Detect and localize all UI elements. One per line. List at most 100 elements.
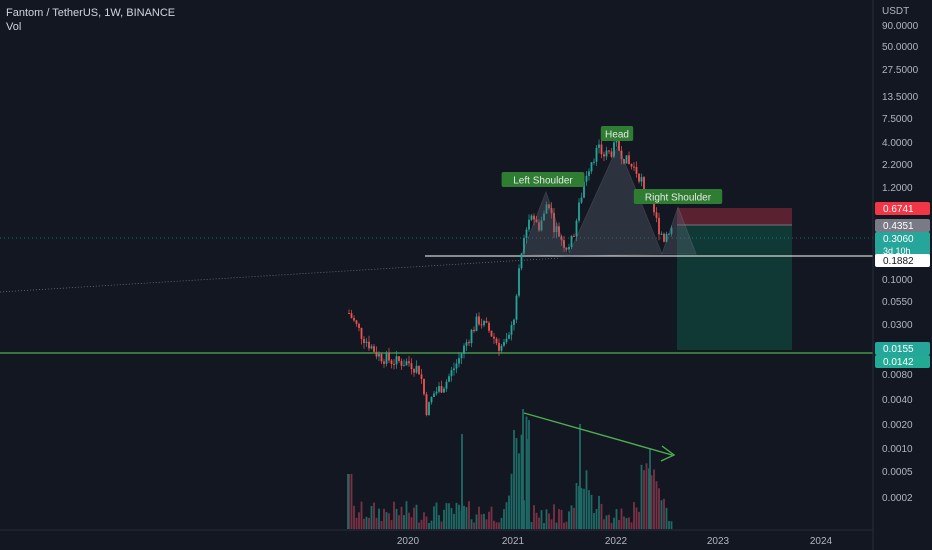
candle-body xyxy=(643,177,645,192)
candle-body xyxy=(553,213,555,233)
candle-body xyxy=(595,147,598,162)
volume-bar xyxy=(570,505,573,529)
candle-body xyxy=(623,159,625,164)
volume-bar xyxy=(650,475,653,529)
price-label-neckline xyxy=(875,254,930,267)
price-label-value: 0.3060 xyxy=(883,234,914,245)
volume-bar xyxy=(495,522,498,529)
price-label-entry xyxy=(875,219,930,232)
candle-body xyxy=(395,356,398,365)
y-tick-label: 0.0550 xyxy=(882,297,913,308)
volume-bar xyxy=(440,521,443,529)
price-label-countdown: 3d 10h xyxy=(883,246,911,256)
volume-bar xyxy=(583,488,585,529)
volume-bar xyxy=(643,470,645,529)
candle-body xyxy=(358,323,360,328)
volume-bar xyxy=(498,522,500,529)
volume-bar xyxy=(470,519,473,529)
candle-body xyxy=(558,226,560,237)
volume-bar xyxy=(385,512,388,529)
candle-body xyxy=(410,363,413,370)
volume-bar xyxy=(526,439,528,529)
candle-body xyxy=(433,393,435,397)
volume-bar xyxy=(648,468,650,529)
candle-body xyxy=(508,334,510,339)
annotation-box xyxy=(633,189,723,204)
candle-body xyxy=(658,217,660,235)
x-tick-label: 2024 xyxy=(810,536,833,547)
candle-body xyxy=(615,141,618,143)
candle-body xyxy=(468,342,470,344)
candle-body xyxy=(638,173,640,182)
annotation-box xyxy=(501,172,585,187)
price-label-value: 0.0155 xyxy=(883,344,914,355)
volume-bar xyxy=(455,502,458,529)
volume-bar xyxy=(565,521,568,529)
chart-header: Fantom / TetherUS, 1W, BINANCE Vol xyxy=(6,6,175,34)
volume-bar xyxy=(390,520,393,529)
candle-body xyxy=(408,361,410,364)
y-tick-label: 0.0040 xyxy=(882,395,913,406)
candle-body xyxy=(590,162,593,172)
x-tick-label: 2020 xyxy=(397,536,420,547)
right-shoulder-shape xyxy=(661,205,697,255)
volume-bar xyxy=(513,429,515,529)
candle-body xyxy=(495,338,498,344)
volume-bar xyxy=(438,515,440,529)
volume-bar xyxy=(358,512,360,529)
volume-bar xyxy=(630,522,633,529)
volume-bar xyxy=(350,474,353,529)
volume-bar xyxy=(373,502,375,529)
volume-bar xyxy=(563,522,565,529)
y-tick-label: 7.5000 xyxy=(882,114,913,125)
candle-body xyxy=(483,320,485,326)
candle-body xyxy=(413,369,415,373)
volume-bar xyxy=(543,522,545,529)
candle-body xyxy=(598,144,600,148)
candle-body xyxy=(463,345,465,354)
candle-body xyxy=(635,166,638,174)
volume-bar xyxy=(493,520,495,529)
candle-body xyxy=(515,295,518,320)
price-label-value: 0.1882 xyxy=(883,256,914,267)
volume-bar xyxy=(445,503,448,529)
candle-body xyxy=(403,365,405,367)
candle-body xyxy=(608,150,610,152)
candle-body xyxy=(655,212,658,218)
candle-body xyxy=(373,346,375,352)
volume-bar xyxy=(500,517,503,529)
candle-body xyxy=(478,316,480,325)
y-tick-label: 0.1000 xyxy=(882,275,913,286)
volume-bar xyxy=(475,514,478,529)
volume-bar xyxy=(473,522,475,529)
candle-body xyxy=(543,213,545,221)
volume-bar xyxy=(518,453,520,529)
volume-bar xyxy=(355,517,358,529)
price-label-target xyxy=(875,355,930,368)
volume-bar xyxy=(453,513,455,529)
volume-bar xyxy=(623,516,625,529)
candle-body xyxy=(528,219,530,230)
volume-bar xyxy=(418,522,420,529)
candle-body xyxy=(535,219,538,223)
candle-body xyxy=(585,175,588,182)
volume-bar xyxy=(579,424,581,529)
price-axis xyxy=(873,0,932,550)
candle-body xyxy=(628,155,630,164)
volume-bar xyxy=(600,503,603,529)
candle-body xyxy=(660,233,663,235)
symbol-title[interactable]: Fantom / TetherUS, 1W, BINANCE xyxy=(6,7,176,19)
volume-bar xyxy=(670,521,673,529)
candle-body xyxy=(430,396,433,403)
candle-body xyxy=(388,353,390,361)
candle-body xyxy=(510,325,513,335)
volume-bar xyxy=(520,434,523,529)
candle-body xyxy=(640,177,643,182)
candle-body xyxy=(415,365,418,373)
volume-bar xyxy=(483,513,485,529)
volume-bar xyxy=(605,515,608,529)
candle-body xyxy=(428,402,430,415)
candle-body xyxy=(668,233,670,235)
candle-body xyxy=(470,329,473,344)
